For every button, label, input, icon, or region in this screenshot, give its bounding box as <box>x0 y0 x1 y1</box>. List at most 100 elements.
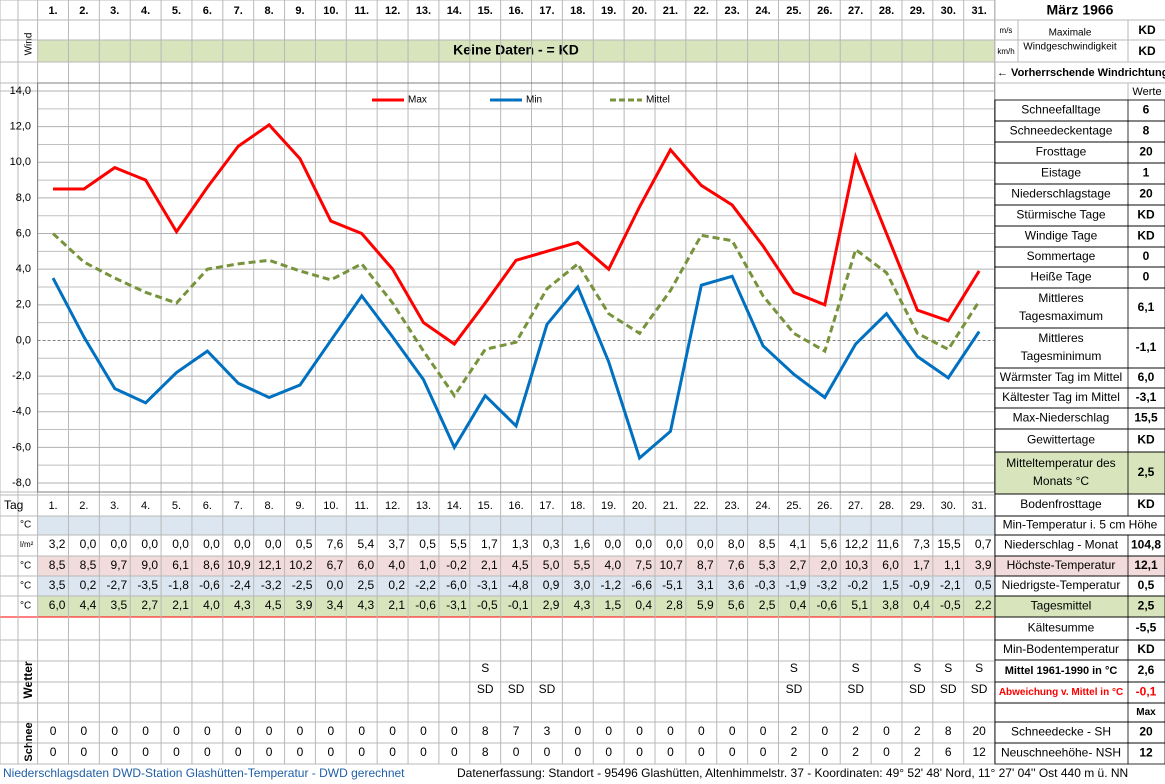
day-label: 24. <box>755 5 770 17</box>
day-label: 31. <box>971 5 986 17</box>
table-value: 0,5 <box>296 537 313 551</box>
y-tick-label: 2,0 <box>16 299 31 311</box>
day-label: 28. <box>879 5 894 17</box>
stat-label: Niedrigste-Temperatur <box>1002 578 1121 592</box>
stat-label: Heiße Tage <box>1030 270 1091 284</box>
snow-value: 0 <box>605 724 612 738</box>
unit-kmh: km/h <box>997 47 1014 56</box>
stat-value: 20 <box>1139 725 1153 739</box>
table-value: 1,7 <box>913 558 930 572</box>
stat-label: Höchste-Temperatur <box>1007 558 1116 572</box>
series-line <box>53 122 981 347</box>
snow-value: 0 <box>821 745 828 759</box>
snow-value: 2 <box>791 745 798 759</box>
snow-value: 0 <box>111 745 118 759</box>
table-value: 0,3 <box>543 537 560 551</box>
table-value: 2,7 <box>141 598 158 612</box>
snow-value: 0 <box>636 745 643 759</box>
table-value: 1,1 <box>944 558 961 572</box>
snow-value: 0 <box>574 745 581 759</box>
table-value: -0,1 <box>508 598 529 612</box>
day-label: 15. <box>478 5 493 17</box>
table-value: -1,8 <box>168 578 189 592</box>
weather-code: S <box>975 661 983 675</box>
stat-label: Frosttage <box>1036 145 1087 159</box>
stat-label: Neuschneehöhe- NSH <box>1001 746 1121 760</box>
table-value: 5,6 <box>821 537 838 551</box>
day-label: 2. <box>79 5 88 17</box>
table-value: 5,1 <box>851 598 868 612</box>
snow-value: 8 <box>482 724 489 738</box>
table-value: 6,0 <box>882 558 899 572</box>
table-value: 0,5 <box>975 578 992 592</box>
table-value: 0,0 <box>604 537 621 551</box>
stat-value: KD <box>1137 497 1155 511</box>
stat-value: 2,5 <box>1138 599 1155 613</box>
y-tick-label: 12,0 <box>10 121 31 133</box>
stat-value: 0 <box>1143 270 1150 284</box>
table-value: 12,2 <box>845 537 869 551</box>
snow-value: 0 <box>204 724 211 738</box>
table-value: 8,6 <box>203 558 220 572</box>
table-value: 8,5 <box>49 558 66 572</box>
table-value: 6,0 <box>49 598 66 612</box>
snow-value: 0 <box>420 745 427 759</box>
stat-label: Stürmische Tage <box>1016 208 1105 222</box>
day-label: 14. <box>447 500 462 512</box>
table-value: 3,6 <box>728 578 745 592</box>
snow-value: 0 <box>883 745 890 759</box>
table-value: 3,1 <box>697 578 714 592</box>
table-value: 8,5 <box>759 537 776 551</box>
stat-label: Mittleres <box>1038 291 1083 305</box>
day-label: 31. <box>971 500 986 512</box>
day-label: 29. <box>910 500 925 512</box>
day-label: 18. <box>570 5 585 17</box>
table-value: 0,0 <box>111 537 128 551</box>
table-value: 3,7 <box>388 537 405 551</box>
table-value: -4,8 <box>508 578 529 592</box>
table-value: -0,9 <box>909 578 930 592</box>
table-value: 10,3 <box>845 558 869 572</box>
snow-value: 0 <box>50 724 57 738</box>
table-value: 10,7 <box>660 558 684 572</box>
table-value: 7,3 <box>913 537 930 551</box>
y-tick-label: 8,0 <box>16 192 31 204</box>
stat-label: Tagesmittel <box>1031 599 1092 613</box>
table-value: 1,3 <box>512 537 529 551</box>
table-value: 7,6 <box>327 537 344 551</box>
snow-value: 0 <box>451 724 458 738</box>
table-value: -3,5 <box>137 578 158 592</box>
table-value: 4,0 <box>604 558 621 572</box>
row-background <box>37 556 995 576</box>
day-label: 26. <box>817 5 832 17</box>
wind-label: Wind <box>24 33 35 56</box>
stat-label: Schneedeckentage <box>1010 124 1113 138</box>
table-value: -3,2 <box>261 578 282 592</box>
stat-value: -0,1 <box>1136 685 1157 699</box>
snow-value: 0 <box>544 745 551 759</box>
snow-value: 0 <box>420 724 427 738</box>
stat-label: Tagesminimum <box>1021 349 1102 363</box>
table-value: 3,4 <box>327 598 344 612</box>
table-value: 7,6 <box>728 558 745 572</box>
footer-left: Niederschlagsdaten DWD-Station Glashütte… <box>3 766 405 780</box>
table-value: 5,5 <box>450 537 467 551</box>
day-label: 8. <box>265 500 274 512</box>
table-value: 4,3 <box>357 598 374 612</box>
day-label: 11. <box>354 5 369 17</box>
snow-value: 0 <box>297 745 304 759</box>
table-value: 1,7 <box>481 537 498 551</box>
table-value: 2,2 <box>975 598 992 612</box>
weather-code: SD <box>786 682 803 696</box>
prevailing-wind: ← Vorherrschende Windrichtung <box>997 67 1165 79</box>
day-label: 19. <box>601 5 616 17</box>
wind-value: KD <box>1138 44 1156 58</box>
no-data-text: Keine Daten - = KD <box>453 42 579 58</box>
stat-label: Eistage <box>1041 166 1081 180</box>
wind-value: KD <box>1138 23 1156 37</box>
y-tick-label: 4,0 <box>16 263 31 275</box>
snow-value: 0 <box>389 745 396 759</box>
stat-value: -3,1 <box>1136 390 1157 404</box>
y-tick-label: -8,0 <box>12 477 31 489</box>
tag-label: Tag <box>4 498 23 512</box>
